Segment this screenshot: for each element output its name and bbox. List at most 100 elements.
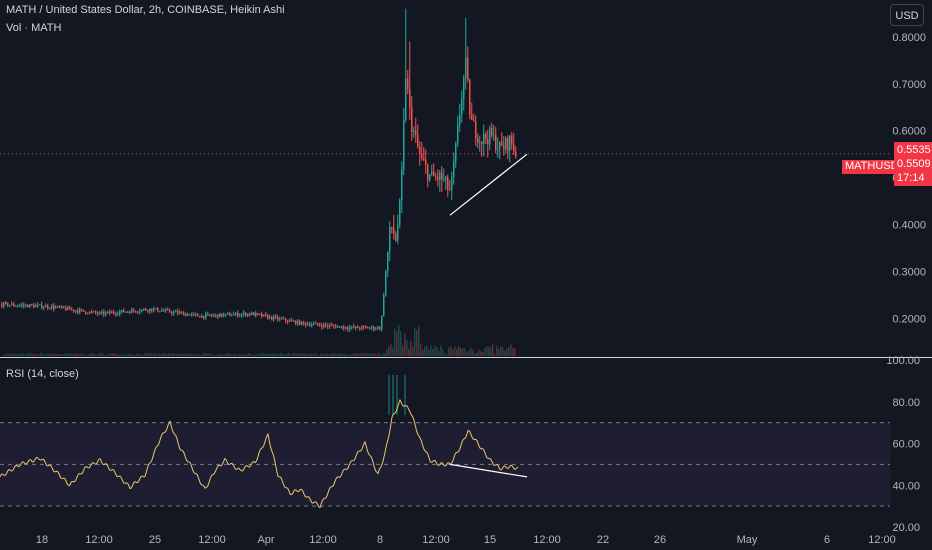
candle-body: [395, 233, 397, 241]
volume-bar: [118, 354, 120, 356]
candle-body: [435, 176, 437, 178]
volume-bar: [92, 353, 94, 356]
symbol-legend[interactable]: MATH / United States Dollar, 2h, COINBAS…: [6, 4, 285, 16]
time-axis-label: 12:00: [85, 534, 113, 546]
candle-body: [217, 314, 219, 318]
rsi-trendline[interactable]: [449, 463, 528, 478]
volume-bar: [58, 354, 60, 356]
volume-bar: [28, 353, 30, 356]
candle-body: [491, 127, 493, 136]
candle-body: [171, 312, 173, 314]
volume-bar: [340, 353, 342, 356]
candle-body: [507, 138, 509, 151]
candle-body: [115, 313, 117, 315]
rsi-legend[interactable]: RSI (14, close): [6, 368, 79, 380]
volume-legend[interactable]: Vol · MATH: [6, 22, 62, 34]
candle-body: [1, 304, 3, 307]
volume-bar: [210, 353, 212, 356]
volume-bar: [270, 353, 272, 356]
volume-bar: [380, 354, 382, 356]
candle-body: [495, 134, 497, 151]
volume-bar: [242, 354, 244, 356]
candle-body: [79, 309, 81, 313]
volume-bar: [400, 331, 402, 356]
candle-body: [221, 313, 223, 317]
candle-body: [401, 169, 403, 201]
currency-button[interactable]: USD: [890, 4, 924, 26]
volume-bar: [32, 354, 34, 356]
candle-body: [3, 302, 5, 307]
volume-bar: [500, 346, 502, 356]
volume-bar: [308, 353, 310, 356]
volume-bar: [96, 354, 98, 356]
volume-bar: [358, 353, 360, 356]
volume-bar: [292, 353, 294, 356]
candle-body: [403, 119, 405, 170]
candle-body: [465, 57, 467, 79]
countdown-label: 17:14: [897, 172, 925, 184]
volume-bar: [238, 353, 240, 356]
candle-body: [135, 310, 137, 312]
candle-body: [113, 312, 115, 314]
candle-body: [333, 325, 335, 327]
candle-body: [483, 133, 485, 145]
volume-bar: [374, 353, 376, 356]
rsi-axis-label: 100.00: [886, 355, 920, 367]
volume-bar: [330, 353, 332, 356]
candle-body: [27, 304, 29, 308]
volume-bar: [414, 328, 416, 356]
candle-body: [237, 312, 239, 317]
volume-bar: [110, 353, 112, 356]
time-axis-label: 8: [377, 534, 383, 546]
volume-bar: [482, 351, 484, 356]
volume-bar: [50, 353, 52, 356]
candle-body: [51, 305, 53, 309]
volume-bar: [406, 339, 408, 356]
volume-bar: [396, 331, 398, 356]
volume-bar: [456, 349, 458, 356]
volume-bar: [128, 353, 130, 356]
volume-bar: [336, 354, 338, 356]
rsi-overlay-bar: [388, 375, 390, 415]
candle-body: [287, 320, 289, 322]
candle-body: [509, 135, 511, 151]
volume-bar: [372, 353, 374, 356]
candle-body: [387, 251, 389, 272]
candle-body: [39, 304, 41, 306]
volume-bar: [304, 353, 306, 356]
volume-bar: [300, 353, 302, 356]
candle-body: [227, 313, 229, 315]
candle-body: [477, 138, 479, 143]
volume-bar: [282, 354, 284, 356]
volume-bar: [20, 353, 22, 356]
volume-bar: [314, 353, 316, 356]
candle-body: [373, 326, 375, 330]
candle-body: [347, 328, 349, 330]
price-trendline[interactable]: [449, 153, 528, 216]
volume-bar: [512, 348, 514, 356]
volume-bar: [132, 354, 134, 356]
candle-body: [11, 303, 13, 306]
rsi-axis-label: 60.00: [892, 439, 920, 451]
volume-bar: [416, 330, 418, 356]
candle-body: [103, 311, 105, 315]
candle-body: [257, 313, 259, 315]
candle-body: [61, 306, 63, 308]
volume-bar: [402, 345, 404, 356]
volume-bar: [276, 353, 278, 356]
volume-bar: [472, 350, 474, 356]
candle-body: [181, 312, 183, 314]
candle-body: [143, 308, 145, 310]
candle-body: [365, 326, 367, 328]
candle-body: [307, 324, 309, 326]
volume-bar: [514, 348, 516, 356]
volume-bar: [498, 348, 500, 356]
volume-bar: [492, 344, 494, 356]
candle-body: [167, 309, 169, 311]
volume-bar: [368, 353, 370, 356]
candle-body: [397, 224, 399, 241]
price-b-label: 0.5509: [897, 158, 931, 170]
volume-bar: [448, 347, 450, 356]
